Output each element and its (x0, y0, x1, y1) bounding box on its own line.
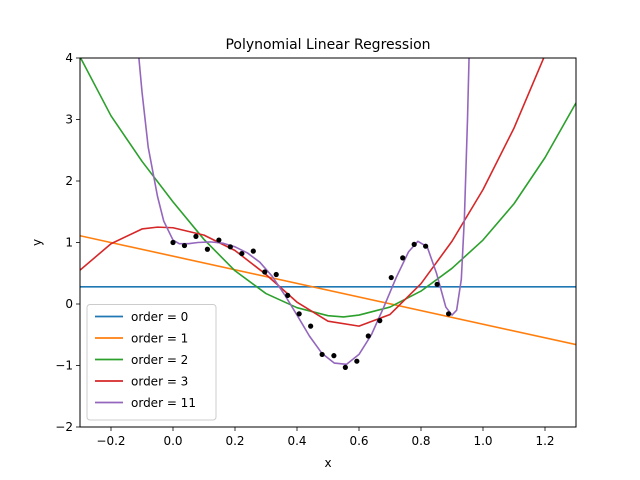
data-point (423, 243, 429, 249)
y-tick-label: 2 (65, 174, 73, 188)
x-tick-label: 1.0 (473, 434, 492, 448)
data-point (181, 242, 188, 249)
data-point (296, 311, 302, 317)
x-tick-label: 0.6 (349, 434, 368, 448)
y-axis-label: y (30, 239, 44, 246)
x-tick-label: 0.0 (163, 434, 182, 448)
legend-box (86, 304, 217, 421)
data-point (193, 233, 199, 239)
data-point (342, 364, 348, 370)
x-tick-label: 0.8 (411, 434, 430, 448)
y-tick-label: −1 (55, 359, 73, 373)
data-point (319, 351, 325, 358)
x-tick-label: −0.2 (96, 434, 125, 448)
data-point (204, 246, 211, 252)
data-point (434, 281, 440, 287)
data-point (377, 318, 383, 324)
legend-label: order = 0 (131, 310, 188, 324)
series-line-3 (80, 58, 545, 327)
data-point (445, 311, 452, 317)
x-tick-label: 0.2 (225, 434, 244, 448)
data-point (365, 333, 371, 339)
data-point (227, 244, 233, 250)
data-point (170, 239, 176, 246)
data-point (239, 250, 245, 257)
x-axis-ticks: −0.2 0.0 0.2 0.4 0.6 0.8 1.0 1.2 (96, 427, 555, 448)
chart-title: Polynomial Linear Regression (225, 37, 430, 53)
series-line-1 (80, 234, 576, 346)
legend-label: order = 2 (131, 353, 188, 367)
series-layer (80, 58, 576, 366)
data-point (262, 269, 268, 275)
data-point (411, 241, 417, 247)
data-point (216, 237, 222, 243)
legend: order = 0 order = 1 order = 2 order = 3 orde… (86, 304, 217, 421)
legend-label: order = 11 (131, 396, 196, 410)
y-tick-label: 4 (65, 51, 73, 65)
y-tick-label: 1 (65, 236, 73, 250)
series-line-4 (138, 58, 470, 366)
y-tick-label: −2 (55, 420, 73, 434)
data-point (400, 255, 406, 261)
data-point (308, 323, 314, 329)
series-line-2 (80, 58, 576, 318)
legend-label: order = 3 (131, 375, 188, 389)
data-point (331, 353, 337, 359)
data-point (388, 274, 394, 281)
points-layer (170, 233, 452, 370)
x-tick-label: 0.4 (287, 434, 306, 448)
data-point (354, 358, 360, 364)
y-axis-ticks: −2 −1 0 1 2 3 4 (55, 51, 80, 434)
data-point (273, 271, 279, 278)
data-point (250, 248, 256, 254)
legend-label: order = 1 (131, 332, 188, 346)
x-axis-label: x (324, 456, 331, 470)
y-tick-label: 0 (65, 297, 73, 311)
y-tick-label: 3 (65, 113, 73, 127)
x-tick-label: 1.2 (535, 434, 554, 448)
data-point (285, 292, 291, 298)
